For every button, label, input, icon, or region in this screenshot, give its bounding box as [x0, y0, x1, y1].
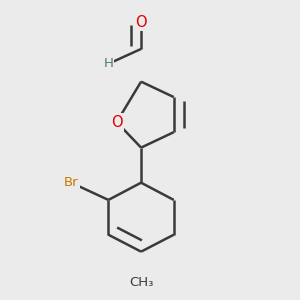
Text: H: H [103, 57, 113, 70]
Text: O: O [135, 15, 147, 30]
Text: O: O [111, 115, 122, 130]
Text: CH₃: CH₃ [129, 276, 153, 289]
Text: Br: Br [64, 176, 79, 189]
